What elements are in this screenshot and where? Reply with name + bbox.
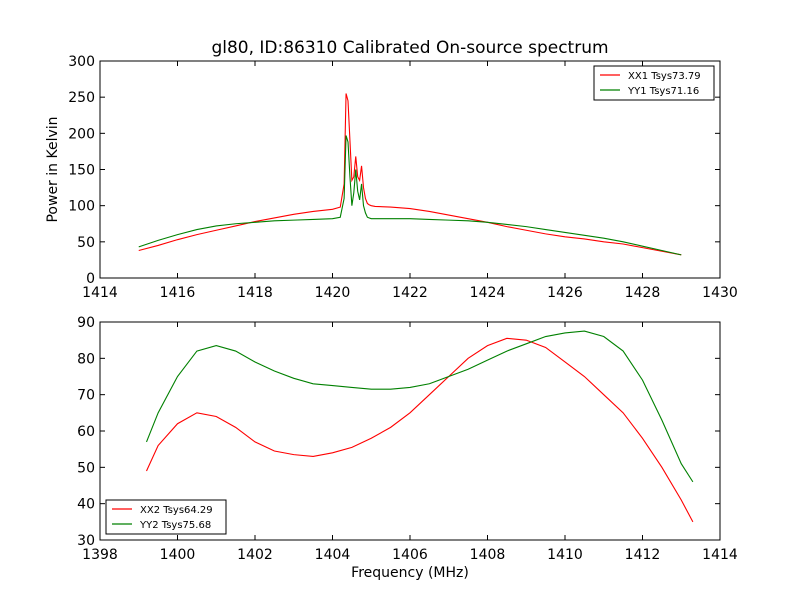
x-tick-label: 1398: [82, 547, 118, 563]
y-tick-label: 80: [77, 351, 95, 367]
y-tick-label: 90: [77, 315, 95, 331]
y-tick-label: 300: [68, 54, 95, 70]
x-tick-label: 1428: [625, 285, 661, 301]
x-tick-label: 1426: [547, 285, 583, 301]
legend-entry: XX1 Tsys73.79: [628, 71, 701, 82]
series-line-yy: [145, 330, 694, 483]
x-tick-label: 1410: [547, 547, 583, 563]
legend-box: [105, 499, 227, 535]
y-tick-label: 150: [68, 163, 95, 179]
x-tick-label: 1402: [237, 547, 273, 563]
x-tick-label: 1404: [315, 547, 351, 563]
y-tick-label: 50: [77, 235, 95, 251]
legend-entry: XX2 Tsys64.29: [140, 505, 213, 516]
x-tick-label: 1420: [315, 285, 351, 301]
upper-plot: 1414 1416 1418 1420 1422 1424 1426 1428 1430 0 50 1…: [45, 38, 738, 301]
legend-entry: YY2 Tsys75.68: [139, 520, 211, 531]
x-tick-label: 1416: [160, 285, 196, 301]
x-tick-label: 1414: [702, 547, 738, 563]
legend-entry: YY1 Tsys71.16: [627, 86, 699, 97]
x-tick-label: 1414: [82, 285, 118, 301]
x-axis-label: Frequency (MHz): [351, 565, 469, 581]
y-tick-label: 0: [86, 271, 95, 287]
x-tick-label: 1422: [392, 285, 428, 301]
x-tick-label: 1400: [160, 547, 196, 563]
x-tick-label: 1408: [470, 547, 506, 563]
y-tick-label: 250: [68, 90, 95, 106]
y-axis-label: Power in Kelvin: [45, 116, 61, 222]
x-tick-label: 1430: [702, 285, 738, 301]
y-tick-label: 70: [77, 388, 95, 404]
x-tick-label: 1406: [392, 547, 428, 563]
series-line-xx: [138, 93, 682, 256]
series-line-xx: [145, 337, 694, 523]
chart-title: gl80, ID:86310 Calibrated On-source spec…: [211, 38, 608, 58]
y-tick-label: 40: [77, 497, 95, 513]
legend: XX2 Tsys64.29 YY2 Tsys75.68: [105, 499, 227, 535]
lower-plot: 1398 1400 1402 1404 1406 1408 1410 1412 1414 30 40…: [77, 315, 738, 581]
y-tick-label: 30: [77, 533, 95, 549]
y-tick-label: 100: [68, 199, 95, 215]
y-tick-label: 60: [77, 424, 95, 440]
legend-box: [593, 65, 715, 101]
x-tick-label: 1418: [237, 285, 273, 301]
x-tick-label: 1412: [625, 547, 661, 563]
y-tick-label: 50: [77, 460, 95, 476]
series-line-yy: [138, 135, 682, 256]
x-tick-label: 1424: [470, 285, 506, 301]
y-tick-label: 200: [68, 126, 95, 142]
legend: XX1 Tsys73.79 YY1 Tsys71.16: [593, 65, 715, 101]
